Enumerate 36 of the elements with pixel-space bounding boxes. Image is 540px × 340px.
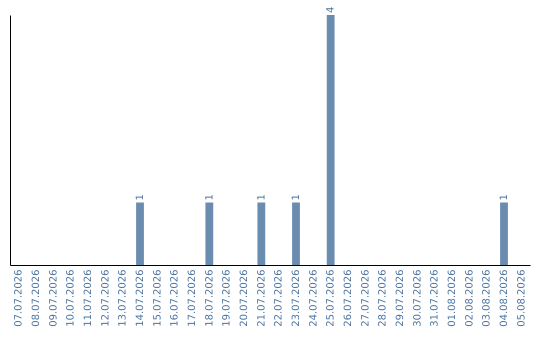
x-tick-label: 26.07.2026 xyxy=(343,270,354,327)
data-label: 1 xyxy=(204,194,216,200)
x-tick-label: 19.07.2026 xyxy=(222,270,233,327)
x-tick-label: 12.07.2026 xyxy=(100,270,112,327)
x-tick-label: 09.07.2026 xyxy=(48,270,60,327)
x-tick-label: 27.07.2026 xyxy=(360,270,372,327)
x-tick-label: 08.07.2026 xyxy=(31,270,42,327)
data-label: 1 xyxy=(291,194,302,200)
x-tick-label: 10.07.2026 xyxy=(66,270,77,327)
x-tick-label: 23.07.2026 xyxy=(291,270,302,327)
x-tick-label: 11.07.2026 xyxy=(83,270,94,327)
x-tick-label: 15.07.2026 xyxy=(152,270,164,327)
x-tick-label: 18.07.2026 xyxy=(204,270,216,327)
data-label: 4 xyxy=(326,6,337,13)
x-tick-label: 21.07.2026 xyxy=(256,270,268,327)
x-tick-label: 17.07.2026 xyxy=(187,270,198,327)
x-tick-label: 22.07.2026 xyxy=(274,270,285,327)
data-label: 1 xyxy=(499,194,510,200)
x-tick-label: 29.07.2026 xyxy=(395,270,406,327)
x-tick-label: 28.07.2026 xyxy=(378,270,389,327)
x-tick-label: 01.08.2026 xyxy=(447,270,458,327)
x-tick-label: 24.07.2026 xyxy=(308,270,320,327)
x-tick-label: 04.08.2026 xyxy=(499,270,510,327)
x-tick-label: 14.07.2026 xyxy=(135,270,146,327)
x-tick-label: 07.07.2026 xyxy=(14,270,25,327)
x-tick-label: 20.07.2026 xyxy=(239,270,250,327)
x-tick-label: 25.07.2026 xyxy=(326,270,337,327)
x-tick-label: 13.07.2026 xyxy=(118,270,129,327)
data-label: 1 xyxy=(256,194,268,200)
x-tick-label: 31.07.2026 xyxy=(430,270,441,327)
x-tick-label: 03.08.2026 xyxy=(482,270,493,327)
data-label: 1 xyxy=(135,194,146,200)
x-tick-label: 30.07.2026 xyxy=(412,270,424,327)
x-tick-label: 05.08.2026 xyxy=(516,270,528,327)
x-tick-label: 16.07.2026 xyxy=(170,270,181,327)
x-tick-label: 02.08.2026 xyxy=(464,270,476,327)
